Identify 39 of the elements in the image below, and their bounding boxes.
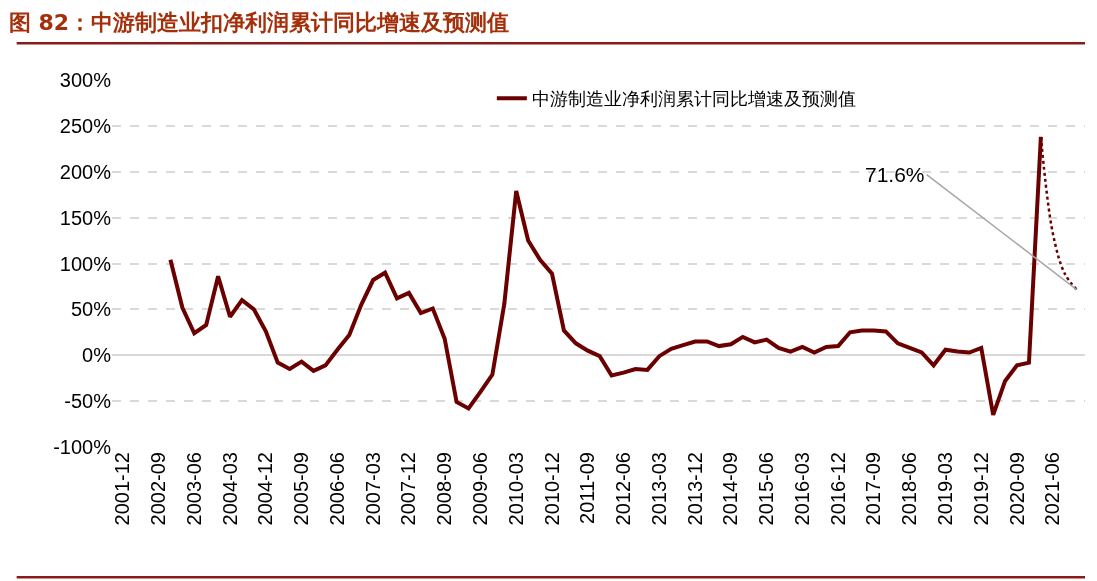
- x-tick-label: 2005-09: [290, 452, 313, 526]
- x-tick-label: 2020-09: [1005, 452, 1028, 526]
- x-tick-label: 2008-09: [433, 452, 456, 526]
- y-tick-label: 0%: [82, 344, 112, 367]
- x-tick-label: 2002-09: [147, 452, 169, 526]
- y-tick-label: -50%: [64, 390, 112, 413]
- x-tick-label: 2004-03: [218, 452, 241, 526]
- y-tick-label: 250%: [59, 114, 112, 137]
- x-tick-label: 2016-03: [790, 452, 813, 526]
- x-tick-label: 2018-06: [898, 452, 921, 526]
- x-tick-label: 2012-06: [612, 452, 635, 526]
- y-tick-label: -100%: [53, 436, 112, 458]
- y-tick-label: 50%: [70, 298, 112, 321]
- x-tick-label: 2021-06: [1041, 452, 1064, 526]
- x-tick-label: 2001-12: [111, 452, 134, 526]
- x-tick-label: 2015-06: [755, 452, 778, 526]
- x-tick-label: 2004-12: [254, 452, 277, 526]
- y-tick-label: 300%: [59, 69, 112, 91]
- x-tick-label: 2006-06: [325, 452, 348, 526]
- y-tick-label: 200%: [59, 160, 112, 183]
- x-tick-label: 2017-09: [862, 452, 885, 526]
- x-tick-label: 2019-03: [933, 452, 956, 526]
- x-tick-label: 2007-12: [397, 452, 420, 526]
- x-tick-label: 2010-03: [504, 452, 527, 526]
- x-tick-label: 2003-06: [182, 452, 205, 526]
- chart-title: 图 82：中游制造业扣净利润累计同比增速及预测值: [8, 9, 510, 35]
- x-tick-label: 2019-12: [969, 452, 992, 526]
- x-tick-label: 2009-06: [468, 452, 491, 526]
- y-tick-label: 100%: [59, 252, 112, 275]
- x-tick-label: 2010-12: [540, 452, 563, 526]
- data-label: 71.6%: [865, 163, 925, 186]
- x-tick-label: 2007-03: [361, 452, 384, 526]
- x-tick-label: 2013-03: [647, 452, 670, 526]
- x-tick-label: 2013-12: [683, 452, 706, 526]
- x-tick-label: 2016-12: [826, 452, 849, 526]
- x-tick-label: 2014-09: [719, 452, 742, 526]
- y-tick-label: 150%: [59, 206, 112, 229]
- legend-label: 中游制造业净利润累计同比增速及预测值: [531, 88, 856, 110]
- x-tick-label: 2011-09: [576, 452, 599, 524]
